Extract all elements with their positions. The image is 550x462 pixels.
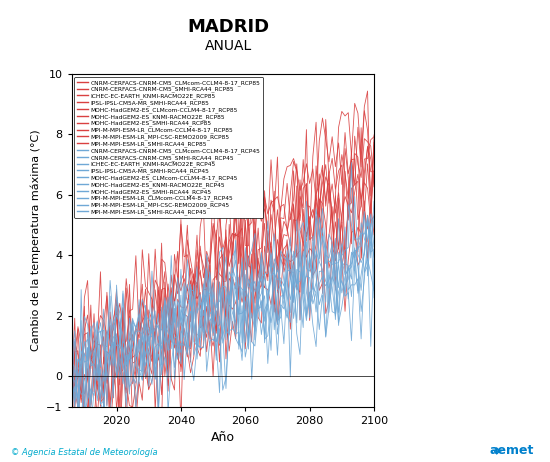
Text: ANUAL: ANUAL <box>205 39 252 53</box>
Text: MADRID: MADRID <box>187 18 270 36</box>
Text: ✈: ✈ <box>492 447 502 457</box>
Y-axis label: Cambio de la temperatura máxima (°C): Cambio de la temperatura máxima (°C) <box>30 129 41 351</box>
Text: aemet: aemet <box>489 444 534 457</box>
Text: © Agencia Estatal de Meteorología: © Agencia Estatal de Meteorología <box>11 449 158 457</box>
Legend: CNRM-CERFACS-CNRM-CM5_CLMcom-CCLM4-8-17_RCP85, CNRM-CERFACS-CNRM-CM5_SMHI-RCA44_: CNRM-CERFACS-CNRM-CM5_CLMcom-CCLM4-8-17_… <box>74 77 263 218</box>
X-axis label: Año: Año <box>211 431 235 444</box>
